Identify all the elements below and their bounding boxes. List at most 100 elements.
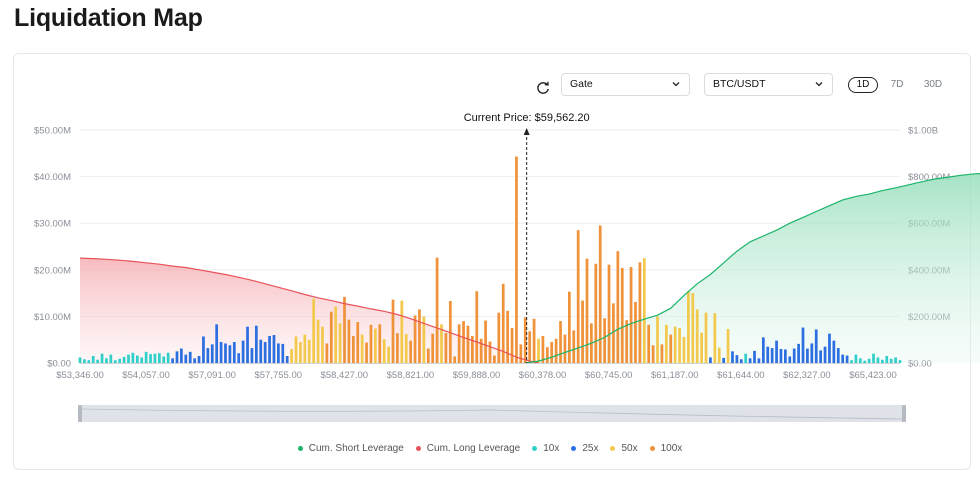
bar-10x xyxy=(144,351,148,363)
bar-50x xyxy=(404,334,408,363)
legend-item[interactable]: 50x xyxy=(610,441,638,455)
bar-25x xyxy=(797,343,800,363)
bar-50x xyxy=(673,326,677,363)
bar-50x xyxy=(682,336,686,363)
bar-100x xyxy=(484,320,487,363)
bar-100x xyxy=(329,311,333,363)
legend-dot-icon xyxy=(415,445,421,451)
bar-50x xyxy=(303,334,307,363)
bar-100x xyxy=(572,330,576,363)
y-left-tick-label: $10.00M xyxy=(34,312,71,323)
bar-10x xyxy=(109,354,113,363)
bar-100x xyxy=(448,301,452,363)
current-price-marker: Current Price: $59,562.20 xyxy=(464,112,590,363)
bar-100x xyxy=(497,312,501,363)
bar-25x xyxy=(268,335,271,363)
bar-25x xyxy=(237,353,241,363)
bar-50x xyxy=(382,339,386,363)
bar-25x xyxy=(188,351,192,363)
cumulative-lines xyxy=(79,173,980,364)
bar-25x xyxy=(224,343,227,363)
legend-label: 50x xyxy=(621,442,638,454)
bar-25x xyxy=(281,343,285,363)
bar-10x xyxy=(872,353,875,363)
bar-100x xyxy=(638,262,642,363)
bar-25x xyxy=(814,329,818,363)
bar-100x xyxy=(554,338,558,363)
bar-100x xyxy=(563,334,567,363)
bar-10x xyxy=(867,358,871,363)
bar-50x xyxy=(678,328,681,363)
legend-item[interactable]: 25x xyxy=(571,441,598,455)
bar-50x xyxy=(726,328,730,363)
legend-label: Cum. Short Leverage xyxy=(308,442,404,454)
range-slider-track[interactable] xyxy=(80,405,905,422)
bar-25x xyxy=(845,355,849,363)
bar-25x xyxy=(735,355,739,363)
chevron-down-icon xyxy=(815,82,823,87)
y-axis-left: $0.00 $10.00M $20.00M $30.00M $40.00M $50.00M xyxy=(34,126,71,370)
bar-25x xyxy=(784,349,787,363)
bar-25x xyxy=(841,354,845,363)
bar-25x xyxy=(219,342,223,363)
bar-10x xyxy=(78,357,82,363)
y-left-tick-label: $0.00 xyxy=(47,359,71,370)
bar-100x xyxy=(501,283,505,363)
bar-100x xyxy=(651,345,655,363)
range-slider-preview xyxy=(81,408,904,420)
bar-100x xyxy=(559,321,562,363)
bar-25x xyxy=(193,358,196,363)
range-slider-left-handle[interactable] xyxy=(78,405,82,422)
bar-25x xyxy=(180,348,183,363)
bar-100x xyxy=(585,258,589,363)
timeframe-7d-button[interactable]: 7D xyxy=(890,79,904,90)
bar-10x xyxy=(87,360,91,363)
bar-25x xyxy=(241,340,245,363)
bar-10x xyxy=(744,353,748,363)
bar-100x xyxy=(351,335,355,363)
bar-25x xyxy=(788,356,792,363)
x-tick-label: $58,821.00 xyxy=(387,370,435,381)
bar-25x xyxy=(722,357,726,363)
bar-100x xyxy=(466,325,470,363)
bar-100x xyxy=(545,347,549,363)
legend-item[interactable]: 10x xyxy=(532,441,559,455)
bar-10x xyxy=(131,352,135,363)
y-right-tick-label: $1.00B xyxy=(908,126,938,137)
bar-100x xyxy=(343,296,346,363)
bar-25x xyxy=(184,354,188,363)
bar-25x xyxy=(810,343,814,363)
legend-item[interactable]: Cum. Short Leverage xyxy=(297,441,404,455)
timeframe-1d-button[interactable]: 1D xyxy=(848,77,878,93)
pair-select[interactable]: BTC/USDT xyxy=(704,73,833,96)
x-tick-label: $61,644.00 xyxy=(717,370,765,381)
exchange-select[interactable]: Gate xyxy=(561,73,690,96)
x-tick-label: $60,378.00 xyxy=(519,370,567,381)
bar-100x xyxy=(550,342,554,363)
bar-100x xyxy=(576,230,580,363)
bar-50x xyxy=(294,336,298,363)
refresh-icon[interactable] xyxy=(533,78,553,98)
legend-item[interactable]: Cum. Long Leverage xyxy=(415,441,520,455)
bar-25x xyxy=(202,336,205,363)
bar-10x xyxy=(885,356,889,363)
legend-item[interactable]: 100x xyxy=(649,441,682,455)
bar-50x xyxy=(664,324,668,363)
bar-100x xyxy=(528,331,532,363)
x-tick-label: $57,091.00 xyxy=(188,370,236,381)
bar-10x xyxy=(149,354,152,363)
range-slider[interactable] xyxy=(78,405,906,422)
y-left-tick-label: $30.00M xyxy=(34,219,71,230)
x-tick-label: $53,346.00 xyxy=(56,370,104,381)
legend-label: 10x xyxy=(543,442,560,454)
bar-100x xyxy=(413,315,417,363)
bar-100x xyxy=(479,338,483,363)
bar-10x xyxy=(889,358,893,363)
timeframe-30d-button[interactable]: 30D xyxy=(923,79,943,90)
bar-series xyxy=(78,156,902,363)
bar-25x xyxy=(731,351,734,363)
bar-100x xyxy=(378,324,382,363)
bar-100x xyxy=(594,263,598,363)
bar-100x xyxy=(598,225,602,363)
range-slider-right-handle[interactable] xyxy=(902,405,906,422)
